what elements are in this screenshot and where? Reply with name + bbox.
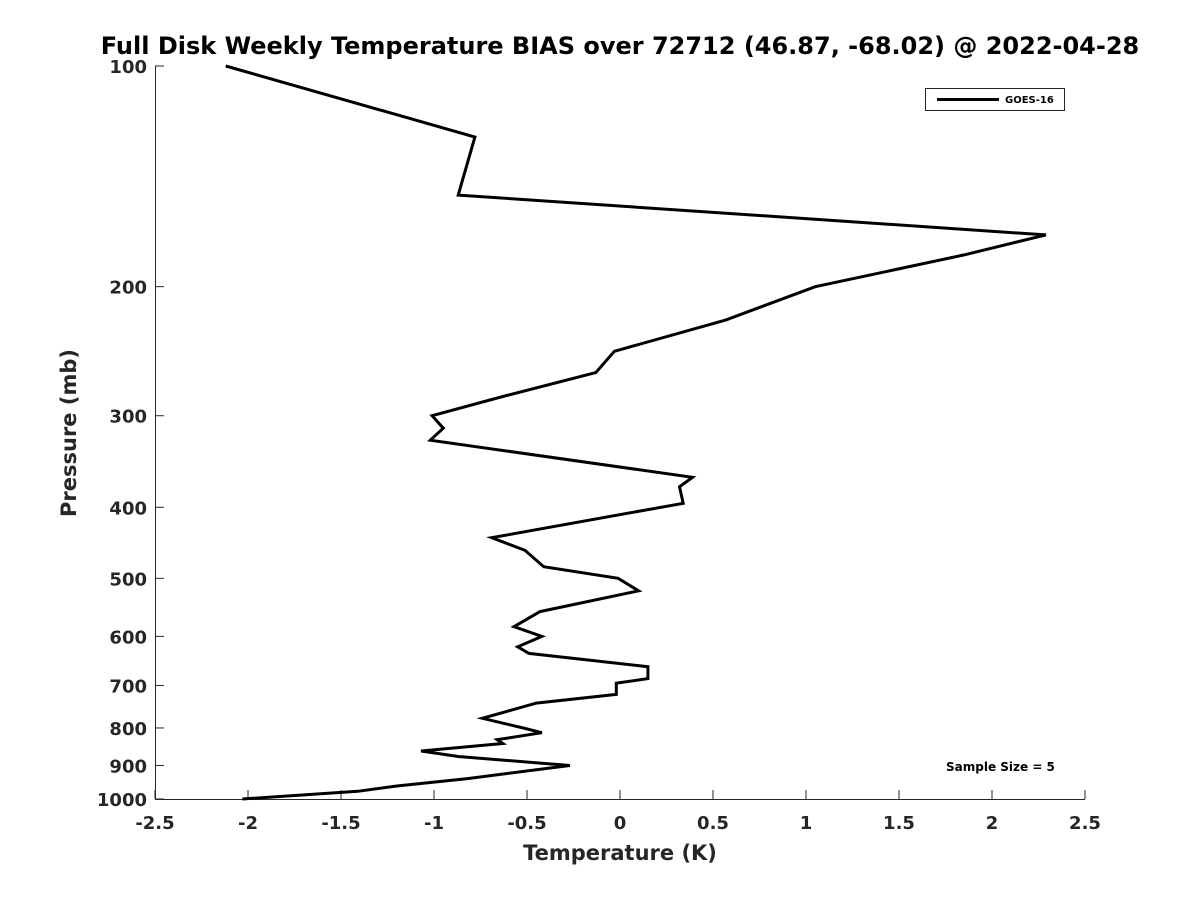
- x-tick-label: -1: [424, 813, 444, 834]
- x-tick-label: -2.5: [135, 813, 174, 834]
- axes: [155, 66, 1085, 800]
- y-axis-label: Pressure (mb): [57, 349, 81, 517]
- x-tick-label: 1: [800, 813, 813, 834]
- y-tick-label: 500: [109, 569, 147, 590]
- y-ticks: 100 200 300 400 500 600 700 800 900 1000: [97, 57, 164, 811]
- series-group: [225, 64, 1047, 801]
- y-tick-label: 600: [109, 627, 147, 648]
- y-tick-label: 700: [109, 676, 147, 697]
- y-tick-label: 200: [109, 278, 147, 299]
- x-tick-label: 0: [614, 813, 627, 834]
- y-tick-label: 900: [109, 756, 147, 777]
- legend: GOES-16: [925, 88, 1065, 111]
- chart-title: Full Disk Weekly Temperature BIAS over 7…: [101, 32, 1140, 60]
- x-ticks: -2.5 -2 -1.5 -1 -0.5 0 0.5 1 1.5 2 2.5: [135, 790, 1101, 834]
- y-tick-label: 300: [109, 407, 147, 428]
- x-tick-label: -1.5: [321, 813, 360, 834]
- y-tick-label: 800: [109, 719, 147, 740]
- x-tick-label: 0.5: [697, 813, 729, 834]
- x-tick-label: 1.5: [883, 813, 915, 834]
- x-tick-label: -0.5: [507, 813, 546, 834]
- legend-label-goes-16: GOES-16: [1005, 95, 1054, 106]
- x-tick-label: 2: [986, 813, 999, 834]
- x-axis-label: Temperature (K): [523, 841, 717, 865]
- x-tick-label: -2: [238, 813, 258, 834]
- sample-size-annotation: Sample Size = 5: [946, 760, 1055, 774]
- y-tick-label: 1000: [97, 790, 147, 811]
- series-line-goes-16: [225, 64, 1047, 801]
- x-tick-label: 2.5: [1069, 813, 1101, 834]
- y-tick-label: 100: [109, 57, 147, 78]
- y-tick-label: 400: [109, 498, 147, 519]
